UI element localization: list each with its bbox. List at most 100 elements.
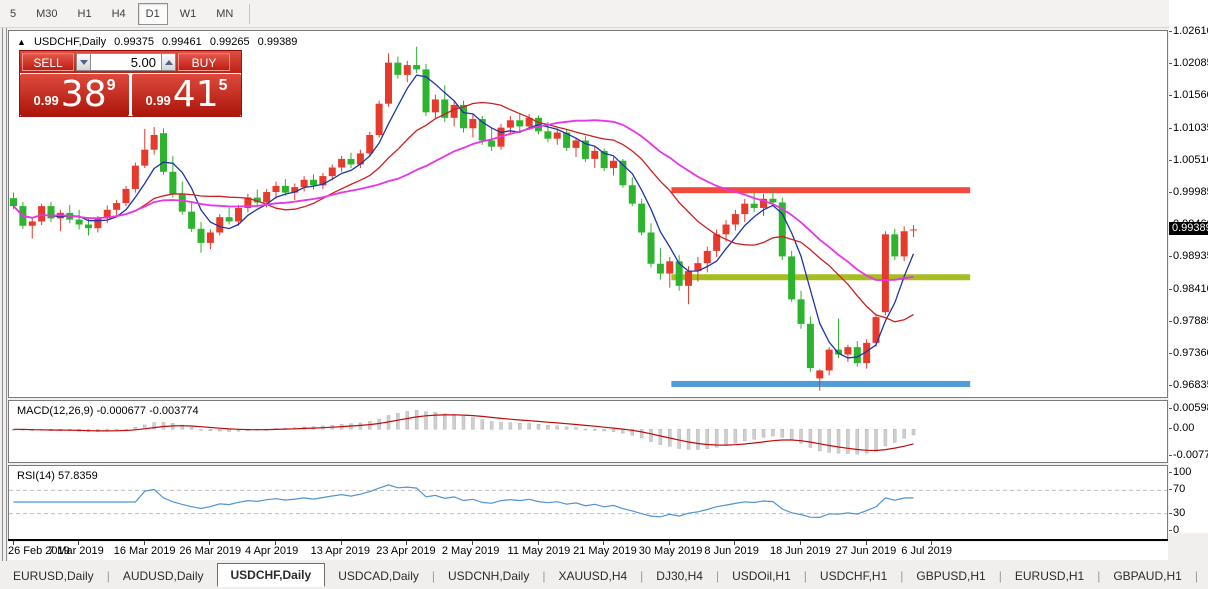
candle-body [628,185,636,204]
time-axis-label: 11 May 2019 [507,545,571,557]
tab-dj30-h4[interactable]: DJ30,H4 [656,569,703,583]
time-axis-tick [275,541,276,545]
macd-indicator-panel[interactable]: MACD(12,26,9) -0.000677 -0.003774 [8,400,1168,463]
candle-body [47,206,55,219]
buy-price-panel[interactable]: 0.99 41 5 [132,74,241,116]
tab-usdcad-daily[interactable]: USDCAD,Daily [338,569,419,583]
candle-body [647,232,655,264]
candle-body [263,192,271,203]
time-axis[interactable]: 26 Feb 2019 7 Mar 2019 16 Mar 2019 26 Mar 2… [8,541,1168,560]
timeframe-button-d1[interactable]: D1 [137,2,168,25]
rsi-axis-label: 30 [1173,506,1186,519]
time-axis-label: 18 Jun 2019 [770,545,831,557]
candle-body [281,185,289,193]
tab-eurusd-h1[interactable]: EURUSD,H1 [1014,569,1085,583]
timeframe-button-5[interactable]: 5 [10,7,17,20]
candle-body [431,99,439,113]
macd-histogram-bar [555,425,560,430]
candle-body [816,370,824,379]
macd-histogram-bar [696,429,700,450]
macd-histogram-bar [358,422,363,430]
tab-eurusd-daily[interactable]: EURUSD,Daily [13,569,94,583]
macd-histogram-bar [677,429,681,449]
tab-audusd-daily[interactable]: AUDUSD,Daily [122,569,204,583]
tab-separator: | [1194,569,1198,583]
candle-body [113,203,121,210]
price-axis-label: 1.01035 [1173,121,1208,134]
candle-body [450,104,458,118]
volume-decrease-button[interactable] [76,53,91,71]
buy-button[interactable]: BUY [178,53,230,71]
sell-button[interactable]: SELL [22,53,74,71]
tab-usdjp[interactable]: USDJP [1198,566,1208,587]
sell-price-panel[interactable]: 0.99 38 9 [20,74,129,116]
ohlc-close: 0.99389 [257,36,298,48]
scale-tick [1169,30,1172,32]
candle-body [872,317,880,343]
trade-prices: 0.99 38 9 0.99 41 5 [20,73,241,116]
macd-histogram-bar [199,429,203,431]
candle-body [703,250,711,264]
macd-histogram-bar [874,429,878,452]
timeframe-button-h1[interactable]: H1 [77,7,92,20]
rsi-axis-label: 0 [1173,524,1180,536]
chart-tabbar: EURUSD,Daily | AUDUSD,Daily USDCHF,Daily USD… [0,563,1208,587]
timeframe-button-w1[interactable]: W1 [179,7,197,20]
rsi-line [13,484,914,519]
candle-body [844,347,852,355]
macd-histogram-bar [836,429,841,454]
candle-body [403,65,411,75]
candle-body [778,202,786,257]
scale-tick [1169,127,1172,129]
slow-moving-average-line [12,119,914,282]
tab-usdcnh-daily[interactable]: USDCNH,Daily [448,569,530,583]
candle-body [788,256,796,300]
tab-xauusd-h4[interactable]: XAUUSD,H4 [558,569,628,583]
macd-histogram-bar [799,429,803,444]
price-axis-label: 1.02610 [1173,24,1208,37]
price-chart-plot[interactable]: ▲ USDCHF,Daily 0.99375 0.99461 0.99265 0… [8,30,1168,398]
candle-body [825,349,833,371]
candlestick-canvas[interactable] [9,31,1167,397]
scale-tick [1169,352,1172,354]
time-axis-label: 30 May 2019 [638,545,703,557]
timeframe-button-m30[interactable]: M30 [36,7,58,20]
candle-body [75,219,83,225]
macd-histogram-bar [780,429,785,438]
macd-histogram-bar [527,423,531,430]
time-axis-label: 6 Jul 2019 [901,545,953,557]
price-axis-label: 1.01560 [1173,89,1208,102]
candle-body [544,131,552,139]
tab-usdchf-h1[interactable]: USDCHF,H1 [819,569,888,583]
rsi-canvas [9,484,1167,519]
candle-body [591,150,599,159]
macd-histogram-bar [443,413,447,430]
macd-histogram-bar [743,429,747,442]
trade-row: SELL BUY [20,51,241,73]
candle-body [722,224,730,235]
tab-usdoil-h1[interactable]: USDOil,H1 [732,569,791,583]
macd-histogram-bar [133,426,138,430]
tab-usdchf-daily[interactable]: USDCHF,Daily [216,563,326,587]
macd-histogram-bar [414,410,419,430]
macd-histogram-bar [405,411,410,430]
volume-increase-button[interactable] [161,53,176,71]
rsi-indicator-panel[interactable]: RSI(14) 57.8359 [8,465,1168,540]
candle-body [150,134,158,150]
timeframe-button-h4[interactable]: H4 [111,7,126,20]
tab-gbpaud-h1[interactable]: GBPAUD,H1 [1113,569,1182,583]
candle-body [375,103,383,135]
sell-price-main: 38 [60,74,107,115]
volume-input[interactable] [91,53,161,71]
candle-body [422,69,430,113]
chevron-up-icon [164,59,173,65]
candle-body [413,65,421,70]
timeframe-button-mn[interactable]: MN [216,7,234,20]
tab-gbpusd-h1[interactable]: GBPUSD,H1 [916,569,986,583]
scale-tick [1169,489,1172,491]
chart-title: ▲ USDCHF,Daily 0.99375 0.99461 0.99265 0… [17,36,302,48]
